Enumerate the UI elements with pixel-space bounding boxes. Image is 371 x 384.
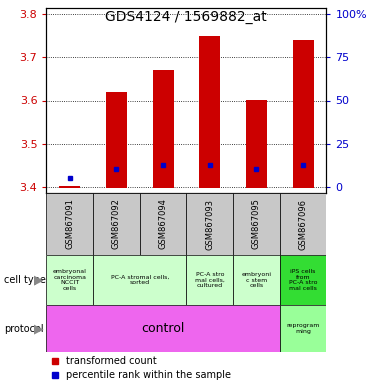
Bar xyxy=(46,305,280,352)
Text: GSM867095: GSM867095 xyxy=(252,199,261,250)
Bar xyxy=(46,193,93,255)
Text: GDS4124 / 1569882_at: GDS4124 / 1569882_at xyxy=(105,10,266,24)
Bar xyxy=(93,255,187,305)
Bar xyxy=(199,36,220,188)
Text: PC-A stro
mal cells,
cultured: PC-A stro mal cells, cultured xyxy=(195,272,225,288)
Bar xyxy=(280,193,326,255)
Text: embryonal
carcinoma
NCCIT
cells: embryonal carcinoma NCCIT cells xyxy=(53,269,87,291)
Text: ▶: ▶ xyxy=(34,322,44,335)
Text: GSM867093: GSM867093 xyxy=(205,199,214,250)
Bar xyxy=(280,255,326,305)
Text: embryoni
c stem
cells: embryoni c stem cells xyxy=(242,272,272,288)
Bar xyxy=(46,255,93,305)
Text: PC-A stromal cells,
sorted: PC-A stromal cells, sorted xyxy=(111,275,169,285)
Bar xyxy=(293,40,313,188)
Text: cell type: cell type xyxy=(4,275,46,285)
Bar xyxy=(233,255,280,305)
Text: control: control xyxy=(141,322,185,335)
Bar xyxy=(93,193,140,255)
Text: GSM867091: GSM867091 xyxy=(65,199,74,250)
Bar xyxy=(246,101,267,188)
Bar xyxy=(187,255,233,305)
Text: transformed count: transformed count xyxy=(66,356,157,366)
Bar xyxy=(152,70,174,188)
Bar xyxy=(59,186,80,188)
Bar xyxy=(187,193,233,255)
Text: percentile rank within the sample: percentile rank within the sample xyxy=(66,370,231,380)
Bar xyxy=(140,193,187,255)
Bar xyxy=(233,193,280,255)
Text: protocol: protocol xyxy=(4,323,43,333)
Bar xyxy=(280,305,326,352)
Text: GSM867094: GSM867094 xyxy=(158,199,168,250)
Text: ▶: ▶ xyxy=(34,273,44,286)
Text: iPS cells
from
PC-A stro
mal cells: iPS cells from PC-A stro mal cells xyxy=(289,269,317,291)
Bar xyxy=(106,92,127,188)
Text: GSM867096: GSM867096 xyxy=(299,199,308,250)
Text: GSM867092: GSM867092 xyxy=(112,199,121,250)
Text: reprogram
ming: reprogram ming xyxy=(286,323,320,334)
